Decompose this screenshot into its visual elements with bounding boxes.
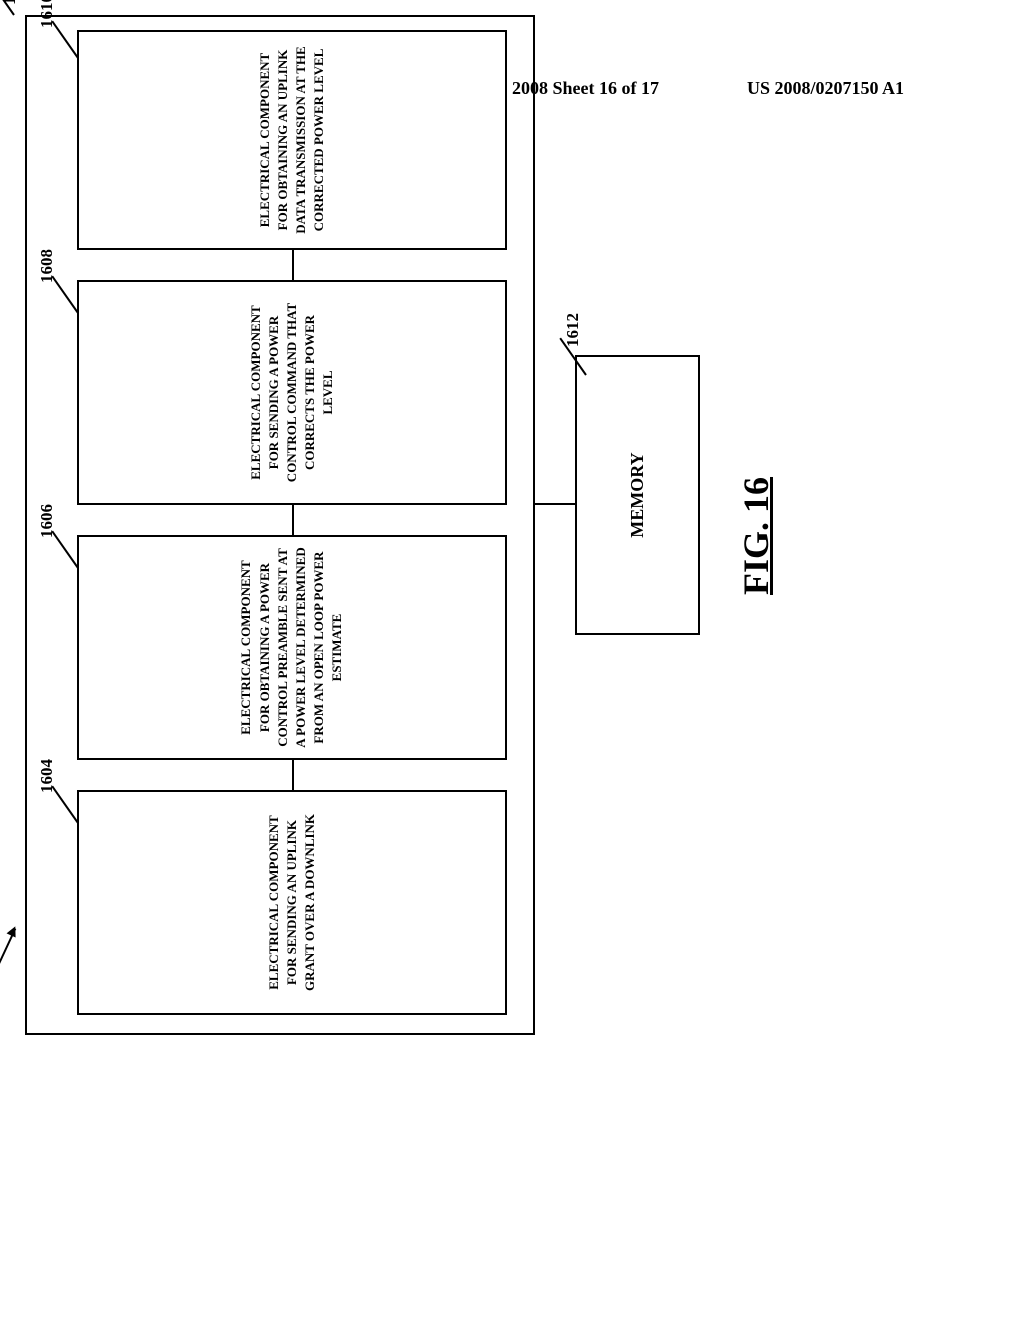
component-box-1610: ELECTRICAL COMPONENT FOR OBTAINING AN UP… <box>77 30 507 250</box>
component-box-1604: ELECTRICAL COMPONENT FOR SENDING AN UPLI… <box>77 790 507 1015</box>
header-right: US 2008/0207150 A1 <box>747 78 904 99</box>
component-box-1606: ELECTRICAL COMPONENT FOR OBTAINING A POW… <box>77 535 507 760</box>
connector-3 <box>292 250 294 280</box>
ref-label-1612: 1612 <box>563 313 583 347</box>
ref-label-1608: 1608 <box>37 249 57 283</box>
ref-label-1604: 1604 <box>37 759 57 793</box>
arrow-1600 <box>0 928 16 983</box>
ref-label-1610: 1610 <box>37 0 57 28</box>
outer-container-box: 1604 1606 1608 1610 ELECTRICAL COMPONENT… <box>25 15 535 1035</box>
memory-box: MEMORY <box>575 355 700 635</box>
figure-label: FIG. 16 <box>735 477 777 595</box>
connector-1 <box>292 760 294 790</box>
ref-label-1606: 1606 <box>37 504 57 538</box>
vertical-connector <box>535 503 575 505</box>
component-box-1608: ELECTRICAL COMPONENT FOR SENDING A POWER… <box>77 280 507 505</box>
patent-diagram: 1600 1604 1606 1608 1610 ELECTRICAL COMP… <box>5 265 1024 1035</box>
ref-label-1602: 1602 <box>0 0 20 5</box>
connector-2 <box>292 505 294 535</box>
